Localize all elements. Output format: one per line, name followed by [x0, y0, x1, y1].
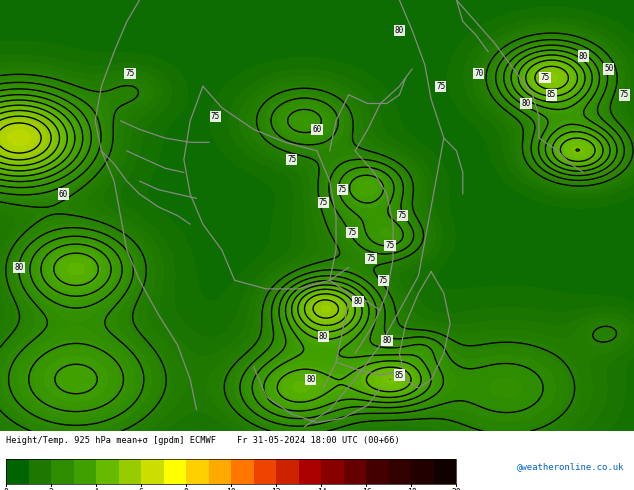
Bar: [6, 460, 456, 484]
Text: 18: 18: [406, 488, 417, 490]
Bar: [119, 460, 141, 484]
Text: 80: 80: [522, 99, 531, 108]
Text: 75: 75: [398, 211, 407, 220]
Bar: [74, 460, 96, 484]
Text: 4: 4: [94, 488, 99, 490]
Text: 75: 75: [347, 228, 356, 237]
Text: 60: 60: [59, 190, 68, 198]
Text: 70: 70: [474, 69, 483, 78]
Text: 6: 6: [139, 488, 144, 490]
Text: @weatheronline.co.uk: @weatheronline.co.uk: [517, 462, 624, 471]
Bar: [6, 460, 29, 484]
Text: Height/Temp. 925 hPa mean+σ [gpdm] ECMWF    Fr 31-05-2024 18:00 UTC (00+66): Height/Temp. 925 hPa mean+σ [gpdm] ECMWF…: [6, 436, 400, 445]
Bar: [434, 460, 456, 484]
Text: 80: 80: [306, 375, 315, 384]
Bar: [299, 460, 321, 484]
Bar: [389, 460, 411, 484]
Text: 75: 75: [379, 276, 388, 285]
Bar: [231, 460, 254, 484]
Bar: [29, 460, 51, 484]
Bar: [141, 460, 164, 484]
Text: 80: 80: [15, 263, 23, 272]
Text: 60: 60: [313, 125, 321, 134]
Bar: [164, 460, 186, 484]
Text: 8: 8: [184, 488, 189, 490]
Text: 75: 75: [338, 185, 347, 194]
Bar: [321, 460, 344, 484]
Bar: [366, 460, 389, 484]
Text: 80: 80: [382, 336, 391, 345]
Bar: [51, 460, 74, 484]
Bar: [411, 460, 434, 484]
Text: 14: 14: [316, 488, 327, 490]
Text: 2: 2: [49, 488, 54, 490]
Text: 80: 80: [579, 51, 588, 61]
Text: 75: 75: [287, 155, 296, 164]
Text: 85: 85: [547, 90, 556, 99]
Text: 75: 75: [436, 82, 445, 91]
Text: 80: 80: [319, 332, 328, 341]
Text: 85: 85: [395, 370, 404, 380]
Bar: [254, 460, 276, 484]
Text: 75: 75: [366, 254, 375, 263]
Text: 16: 16: [361, 488, 372, 490]
Bar: [186, 460, 209, 484]
Text: 80: 80: [354, 297, 363, 306]
Text: 12: 12: [271, 488, 281, 490]
Text: 75: 75: [620, 90, 629, 99]
Text: 20: 20: [451, 488, 462, 490]
Text: 75: 75: [319, 198, 328, 207]
Text: 80: 80: [395, 25, 404, 35]
Bar: [276, 460, 299, 484]
Text: 75: 75: [211, 112, 220, 121]
Text: 75: 75: [126, 69, 134, 78]
Text: 0: 0: [4, 488, 9, 490]
Text: 75: 75: [385, 241, 394, 250]
Text: 75: 75: [541, 73, 550, 82]
Bar: [209, 460, 231, 484]
Bar: [96, 460, 119, 484]
Text: 10: 10: [226, 488, 236, 490]
Bar: [344, 460, 366, 484]
Text: 50: 50: [604, 65, 613, 74]
